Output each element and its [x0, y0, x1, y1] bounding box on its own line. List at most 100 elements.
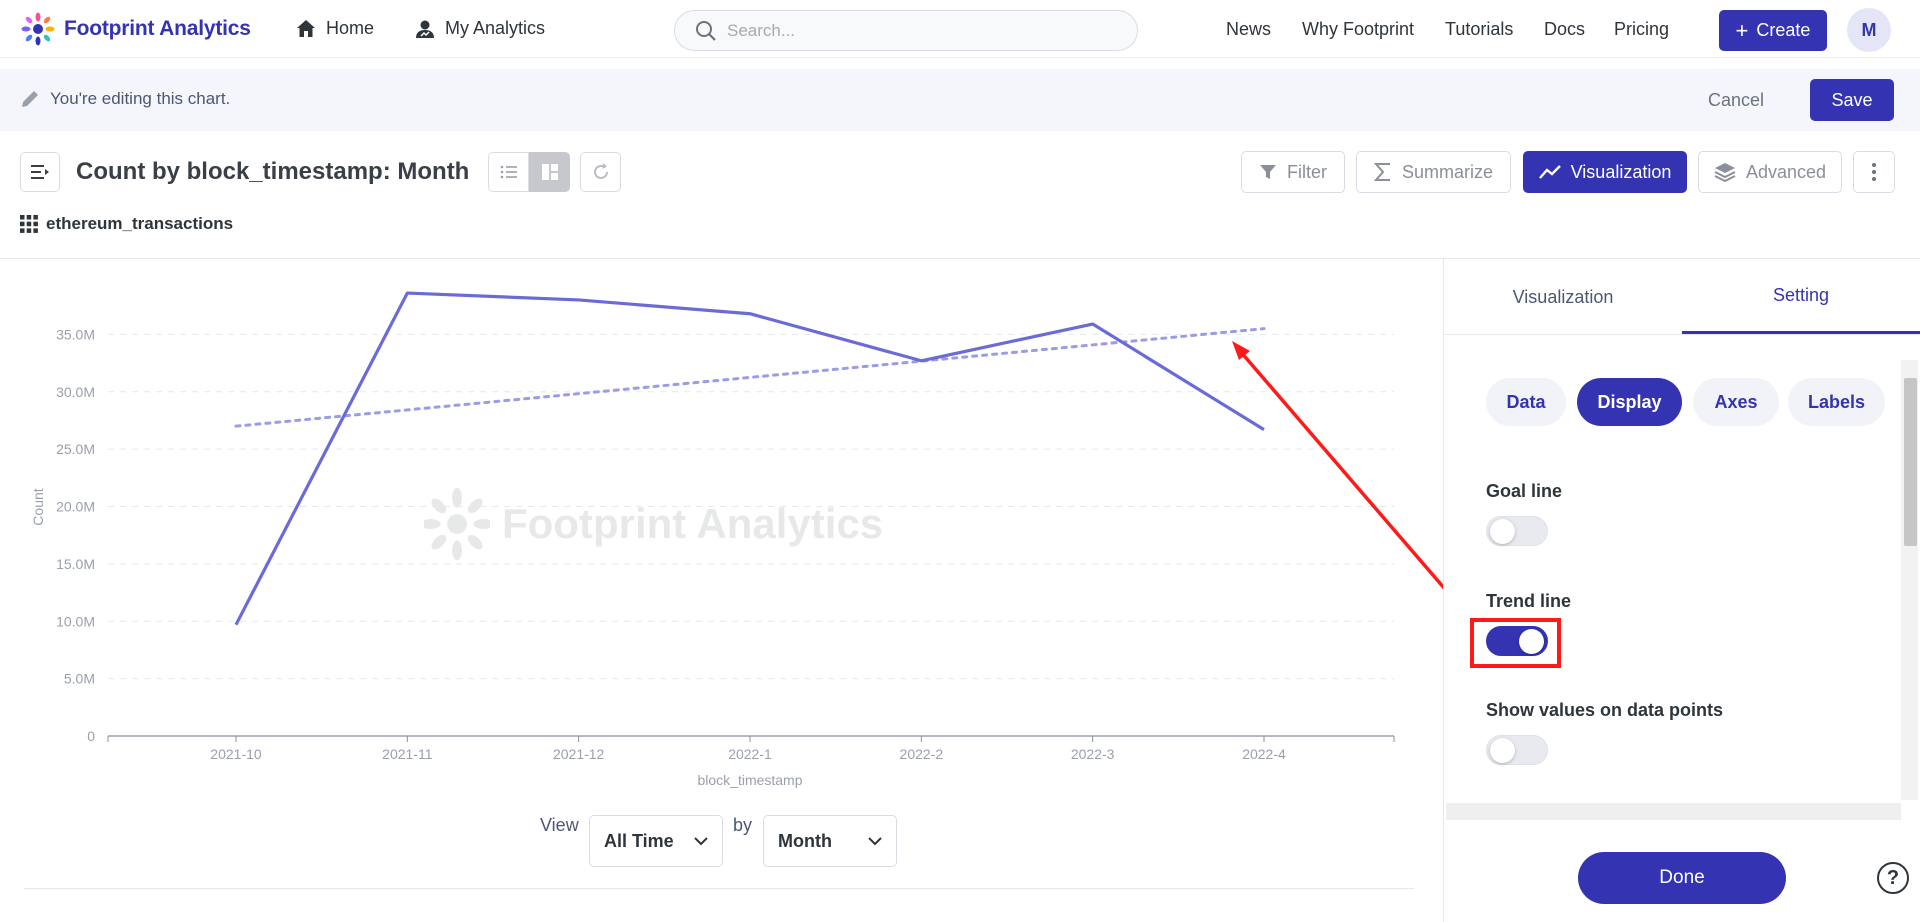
line-chart-icon	[1538, 165, 1561, 179]
list-view-button[interactable]	[488, 152, 529, 192]
y-tick-label: 15.0M	[56, 556, 95, 572]
pill-labels[interactable]: Labels	[1788, 378, 1885, 426]
nav-why-footprint[interactable]: Why Footprint	[1302, 19, 1415, 39]
time-range-select[interactable]: All Time	[589, 815, 723, 867]
create-label: Create	[1756, 20, 1811, 40]
footprint-logo-icon	[21, 12, 55, 46]
user-chart-icon	[416, 20, 434, 38]
annotation-arrow	[1238, 349, 1443, 590]
time-unit-value: Month	[778, 830, 832, 851]
header-divider	[0, 258, 1920, 259]
settings-panel: Visualization Setting Data Display Axes …	[1443, 259, 1920, 922]
filter-label: Filter	[1287, 161, 1327, 182]
edit-bar: You're editing this chart. Cancel Save	[0, 69, 1920, 131]
filter-button[interactable]: Filter	[1241, 151, 1345, 193]
avatar[interactable]: M	[1847, 8, 1891, 52]
datasource-name: ethereum_transactions	[46, 214, 234, 233]
plus-icon: +	[1735, 17, 1749, 43]
annotation-arrowhead	[1232, 341, 1250, 360]
edit-message-text: You're editing this chart.	[50, 89, 231, 108]
layout-icon	[541, 164, 558, 180]
search-input[interactable]	[727, 20, 1107, 41]
series-line	[234, 291, 1265, 626]
data-points	[235, 292, 1265, 625]
refresh-button[interactable]	[580, 152, 621, 192]
nav-my-analytics-label: My Analytics	[445, 18, 546, 38]
nav-tutorials[interactable]: Tutorials	[1445, 19, 1514, 39]
line-chart: 0 5.0M 10.0M 15.0M 20.0M 25.0M 30.0M 35.0M 2021…	[30, 291, 1443, 788]
pill-display[interactable]: Display	[1577, 378, 1682, 426]
toggle-knob	[1519, 629, 1544, 654]
x-tick-label: 2021-10	[210, 746, 262, 762]
show-values-label: Show values on data points	[1486, 700, 1724, 720]
pencil-icon	[22, 91, 38, 107]
summarize-button[interactable]: Summarize	[1356, 151, 1511, 193]
x-tick-label: 2022-1	[728, 746, 772, 762]
logo[interactable]: Footprint Analytics	[18, 12, 251, 46]
nav-home-label: Home	[326, 18, 375, 38]
search-icon	[696, 20, 716, 41]
scrollbar-thumb[interactable]	[1904, 378, 1917, 546]
done-button[interactable]: Done	[1578, 852, 1786, 904]
nav-my-analytics[interactable]: My Analytics	[415, 18, 545, 39]
nav-pricing[interactable]: Pricing	[1614, 19, 1670, 39]
advanced-button[interactable]: Advanced	[1698, 151, 1842, 193]
show-values-toggle[interactable]	[1486, 735, 1548, 765]
x-axis-label: block_timestamp	[697, 772, 802, 788]
list-icon	[500, 165, 517, 179]
time-range-value: All Time	[604, 830, 674, 851]
y-tick-label: 30.0M	[56, 384, 95, 400]
trend-line-highlight-box	[1470, 618, 1561, 668]
visualization-button[interactable]: Visualization	[1523, 151, 1687, 193]
y-tick-label: 35.0M	[56, 326, 95, 342]
nav-news[interactable]: News	[1226, 19, 1272, 39]
x-tick-label: 2022-3	[1071, 746, 1115, 762]
more-options-button[interactable]	[1853, 151, 1895, 193]
y-axis-ticks: 0 5.0M 10.0M 15.0M 20.0M 25.0M 30.0M 35.0M	[56, 326, 95, 744]
view-label: View	[540, 815, 579, 835]
y-tick-label: 20.0M	[56, 499, 95, 515]
nav-home[interactable]: Home	[296, 18, 374, 39]
pill-data[interactable]: Data	[1486, 378, 1566, 426]
filter-icon	[1260, 165, 1276, 179]
y-axis-label: Count	[30, 488, 46, 525]
watermark: Footprint Analytics	[424, 484, 883, 564]
trend-line-toggle[interactable]	[1486, 626, 1548, 656]
search-box[interactable]	[674, 10, 1138, 51]
sidebar-toggle-button[interactable]	[20, 152, 60, 192]
create-button[interactable]: + Create	[1719, 10, 1827, 51]
chart-title: Count by block_timestamp: Month	[76, 158, 470, 185]
grid-lines	[108, 333, 1394, 680]
y-tick-label: 0	[87, 728, 95, 744]
chevron-down-icon	[868, 836, 882, 845]
trend-line-label: Trend line	[1486, 591, 1572, 611]
x-tick-label: 2022-2	[900, 746, 944, 762]
goal-line-toggle[interactable]	[1486, 516, 1548, 546]
y-tick-label: 10.0M	[56, 613, 95, 629]
pill-axes[interactable]: Axes	[1693, 378, 1779, 426]
sigma-icon	[1373, 163, 1390, 181]
x-tick-label: 2022-4	[1242, 746, 1286, 762]
toggle-knob	[1490, 738, 1515, 763]
kebab-icon	[1872, 163, 1876, 181]
view-toggle-group	[488, 152, 570, 192]
tab-visualization[interactable]: Visualization	[1512, 286, 1614, 307]
toggle-knob	[1490, 519, 1515, 544]
footer-divider	[24, 888, 1414, 889]
cancel-button[interactable]: Cancel	[1707, 89, 1765, 110]
help-icon[interactable]: ?	[1877, 862, 1909, 894]
tab-setting[interactable]: Setting	[1682, 259, 1920, 335]
grid-icon	[20, 215, 38, 233]
chart-view-button[interactable]	[529, 152, 570, 192]
datasource-label[interactable]: ethereum_transactions	[20, 214, 233, 234]
top-navbar: Footprint Analytics Home My Analytics Ne…	[0, 0, 1920, 58]
save-button[interactable]: Save	[1810, 79, 1894, 121]
y-tick-label: 5.0M	[64, 671, 95, 687]
menu-collapse-icon	[31, 165, 49, 179]
edit-message: You're editing this chart.	[20, 89, 230, 109]
by-label: by	[733, 815, 753, 835]
horizontal-scrollbar[interactable]	[1446, 803, 1901, 820]
layers-icon	[1714, 163, 1736, 182]
nav-docs[interactable]: Docs	[1544, 19, 1586, 39]
time-unit-select[interactable]: Month	[763, 815, 897, 867]
